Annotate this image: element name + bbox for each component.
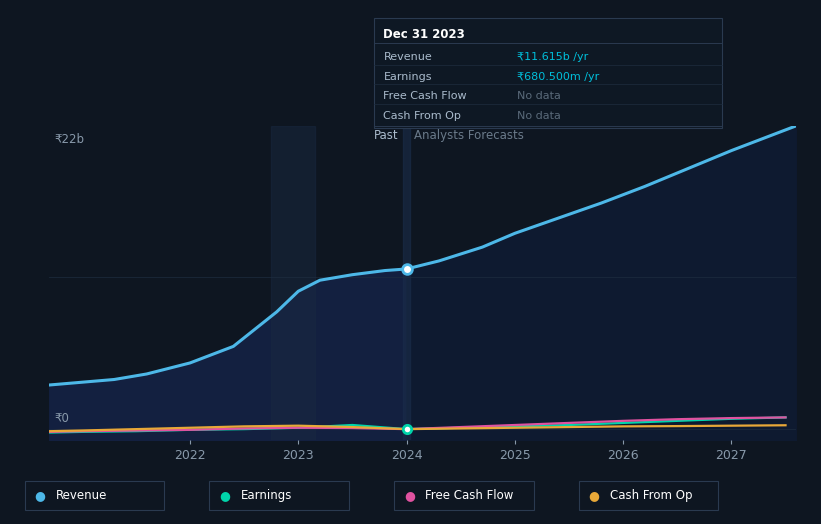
Text: ₹0: ₹0 — [55, 412, 70, 425]
Text: ₹680.500m /yr: ₹680.500m /yr — [517, 72, 599, 82]
Text: ●: ● — [404, 489, 415, 501]
Bar — [271, 126, 314, 440]
Text: Free Cash Flow: Free Cash Flow — [383, 91, 467, 101]
Text: No data: No data — [517, 91, 561, 101]
Text: ●: ● — [589, 489, 599, 501]
Text: Analysts Forecasts: Analysts Forecasts — [414, 128, 524, 141]
Text: ₹22b: ₹22b — [55, 133, 85, 146]
Text: ₹11.615b /yr: ₹11.615b /yr — [517, 52, 589, 62]
Text: Revenue: Revenue — [56, 489, 108, 501]
Text: Cash From Op: Cash From Op — [383, 111, 461, 121]
Text: Earnings: Earnings — [383, 72, 432, 82]
Text: Free Cash Flow: Free Cash Flow — [425, 489, 514, 501]
Bar — [403, 126, 410, 440]
Text: No data: No data — [517, 111, 561, 121]
Text: Past: Past — [374, 128, 399, 141]
Text: ●: ● — [34, 489, 45, 501]
Text: Cash From Op: Cash From Op — [610, 489, 692, 501]
Text: Earnings: Earnings — [241, 489, 292, 501]
Text: ●: ● — [219, 489, 230, 501]
Text: Revenue: Revenue — [383, 52, 432, 62]
Text: Dec 31 2023: Dec 31 2023 — [383, 28, 466, 41]
